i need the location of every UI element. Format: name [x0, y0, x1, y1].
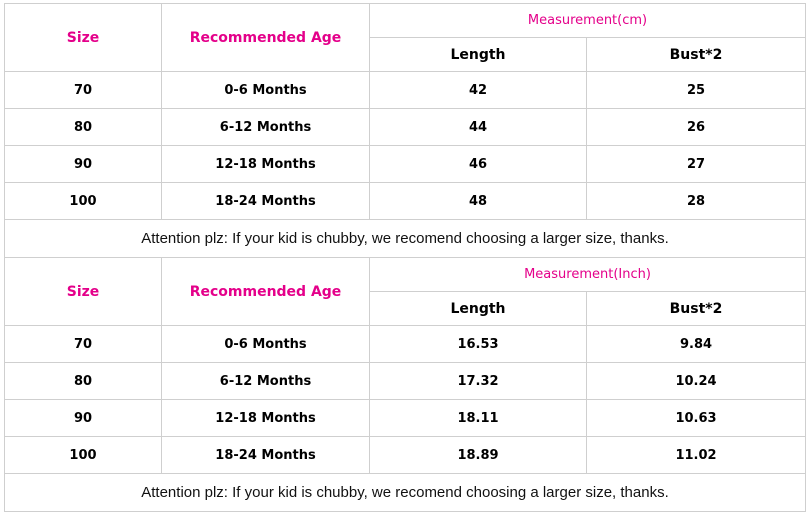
- inch-subheader-row: Length Bust*2: [5, 291, 807, 326]
- bust-cell: 10.63: [585, 399, 807, 437]
- table-row: 100 18-24 Months 48 28: [4, 182, 807, 220]
- age-cell: 0-6 Months: [161, 325, 370, 363]
- bust-cell: 9.84: [585, 325, 807, 363]
- cm-age-header: Recommended Age: [161, 3, 370, 72]
- age-cell: 6-12 Months: [161, 362, 370, 400]
- size-cell: 70: [4, 325, 162, 363]
- cm-note-row: Attention plz: If your kid is chubby, we…: [3, 219, 807, 258]
- table-row: 90 12-18 Months 18.11 10.63: [4, 399, 807, 437]
- length-cell: 17.32: [369, 362, 587, 400]
- age-cell: 18-24 Months: [161, 436, 370, 474]
- length-cell: 16.53: [369, 325, 587, 363]
- bust-cell: 10.24: [585, 362, 807, 400]
- age-cell: 12-18 Months: [161, 145, 370, 183]
- inch-note-row: Attention plz: If your kid is chubby, we…: [3, 473, 807, 512]
- bust-cell: 27: [585, 145, 807, 183]
- inch-size-header: Size: [4, 257, 162, 326]
- bust-cell: 28: [585, 182, 807, 220]
- size-cell: 100: [4, 436, 162, 474]
- length-cell: 18.11: [369, 399, 587, 437]
- bust-cell: 25: [585, 71, 807, 109]
- size-cell: 80: [4, 108, 162, 146]
- size-cell: 80: [4, 362, 162, 400]
- bust-cell: 11.02: [585, 436, 807, 474]
- table-row: 80 6-12 Months 44 26: [4, 108, 807, 146]
- size-cell: 90: [4, 399, 162, 437]
- inch-bust-header: Bust*2: [585, 291, 807, 326]
- cm-size-header: Size: [4, 3, 162, 72]
- table-row: 70 0-6 Months 16.53 9.84: [4, 325, 807, 363]
- size-cell: 100: [4, 182, 162, 220]
- table-row: 70 0-6 Months 42 25: [4, 71, 807, 109]
- cm-measurement-header: Measurement(cm): [368, 3, 807, 38]
- cm-subheader-row: Length Bust*2: [5, 37, 807, 72]
- length-cell: 48: [369, 182, 587, 220]
- inch-header-row: Size Recommended Age Measurement(Inch): [4, 257, 807, 326]
- table-row: 100 18-24 Months 18.89 11.02: [4, 436, 807, 474]
- cm-bust-header: Bust*2: [585, 37, 807, 72]
- length-cell: 18.89: [369, 436, 587, 474]
- age-cell: 18-24 Months: [161, 182, 370, 220]
- size-cell: 70: [4, 71, 162, 109]
- age-cell: 0-6 Months: [161, 71, 370, 109]
- length-cell: 46: [369, 145, 587, 183]
- age-cell: 6-12 Months: [161, 108, 370, 146]
- size-cell: 90: [4, 145, 162, 183]
- age-cell: 12-18 Months: [161, 399, 370, 437]
- bust-cell: 26: [585, 108, 807, 146]
- inch-measurement-header: Measurement(Inch): [368, 257, 807, 292]
- length-cell: 42: [369, 71, 587, 109]
- size-chart-table: Size Recommended Age Measurement(cm) Len…: [3, 3, 807, 512]
- inch-length-header: Length: [369, 291, 587, 326]
- table-row: 90 12-18 Months 46 27: [4, 145, 807, 183]
- table-row: 80 6-12 Months 17.32 10.24: [4, 362, 807, 400]
- size-chart: Size Recommended Age Measurement(cm) Len…: [3, 3, 807, 512]
- inch-age-header: Recommended Age: [161, 257, 370, 326]
- cm-length-header: Length: [369, 37, 587, 72]
- length-cell: 44: [369, 108, 587, 146]
- cm-header-row: Size Recommended Age Measurement(cm): [4, 3, 807, 72]
- attention-note: Attention plz: If your kid is chubby, we…: [3, 219, 807, 258]
- attention-note: Attention plz: If your kid is chubby, we…: [3, 473, 807, 512]
